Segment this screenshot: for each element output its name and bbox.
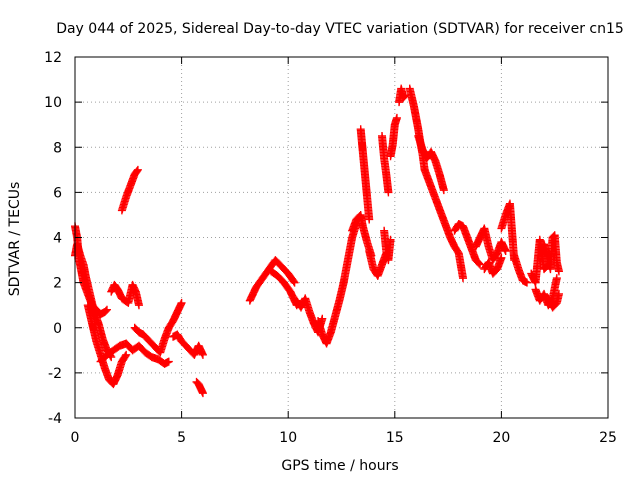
data-point: [552, 274, 561, 283]
data-point: [459, 274, 468, 283]
data-point: [400, 92, 409, 101]
data-point: [554, 267, 563, 276]
y-tick-label: 0: [53, 321, 62, 337]
y-tick-label: -4: [48, 411, 62, 427]
data-point: [198, 389, 207, 398]
data-point: [289, 277, 298, 286]
data-point: [365, 215, 374, 224]
x-tick-label: 10: [279, 430, 297, 446]
y-tick-label: 4: [53, 231, 62, 247]
y-tick-label: 8: [53, 140, 62, 156]
data-point: [164, 357, 173, 366]
y-axis-label: SDTVAR / TECUs: [7, 182, 23, 297]
data-point: [392, 113, 401, 122]
x-axis-label: GPS time / hours: [281, 458, 398, 474]
data-point: [318, 314, 327, 323]
y-tick-label: 2: [53, 276, 62, 292]
x-tick-label: 0: [71, 430, 80, 446]
data-point: [133, 165, 142, 174]
data-point: [122, 350, 131, 359]
data-point: [177, 298, 186, 307]
data-point: [121, 352, 130, 361]
data-point: [384, 188, 393, 197]
x-tick-label: 5: [177, 430, 186, 446]
data-point: [134, 301, 143, 310]
y-tick-label: 6: [53, 185, 62, 201]
data-point: [198, 350, 207, 359]
data-point: [497, 253, 506, 262]
data-series: [71, 84, 563, 398]
x-tick-label: 15: [386, 430, 404, 446]
y-tick-label: -2: [48, 366, 62, 382]
data-point: [386, 235, 395, 244]
grid-lines: [75, 57, 608, 418]
y-tick-label: 10: [44, 95, 62, 111]
axis-ticks: 0 5 10 15 20 25 -4 -2 0 2 4 6 8 10 12: [44, 50, 617, 446]
plot-frame: [74, 56, 609, 419]
chart-title: Day 044 of 2025, Sidereal Day-to-day VTE…: [56, 21, 624, 37]
data-point: [401, 91, 410, 100]
data-point: [554, 289, 563, 298]
data-point: [101, 306, 110, 315]
data-point: [501, 247, 510, 256]
data-point: [439, 186, 448, 195]
x-tick-label: 25: [599, 430, 617, 446]
data-point: [290, 278, 299, 287]
data-point: [133, 166, 142, 175]
data-point: [102, 305, 111, 314]
data-point: [475, 259, 484, 268]
y-tick-label: 12: [44, 50, 62, 66]
x-tick-label: 20: [492, 430, 510, 446]
data-point: [522, 278, 531, 287]
data-point: [476, 260, 485, 269]
